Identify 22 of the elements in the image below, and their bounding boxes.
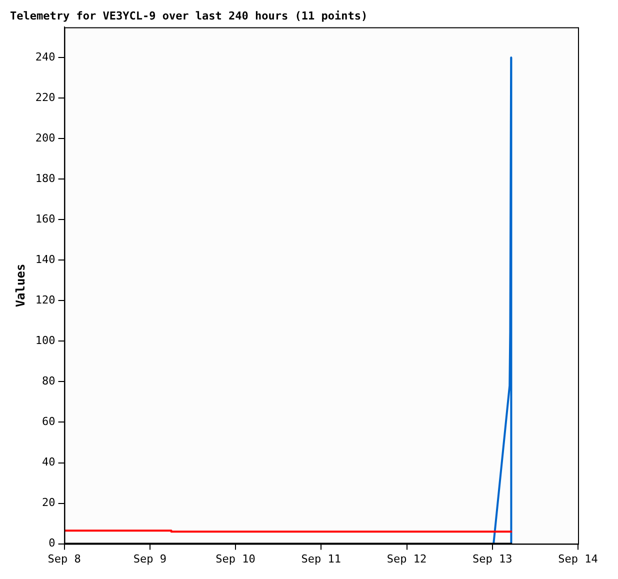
y-tick-label: 60 xyxy=(42,415,56,428)
x-tick-label: Sep 9 xyxy=(133,552,166,566)
x-tick-label: Sep 14 xyxy=(558,552,598,566)
y-tick-label: 120 xyxy=(35,294,56,307)
x-tick-label: Sep 13 xyxy=(472,552,512,566)
y-tick-label: 0 xyxy=(48,536,56,550)
y-tick-label: 220 xyxy=(35,90,56,104)
y-tick-label: 200 xyxy=(35,131,56,144)
y-tick-label: 80 xyxy=(42,374,56,388)
chart-title: Telemetry for VE3YCL-9 over last 240 hours (11 points) xyxy=(10,9,368,22)
y-tick-label: 40 xyxy=(42,456,56,469)
y-tick-label: 160 xyxy=(35,212,56,226)
y-tick-label: 20 xyxy=(42,496,56,510)
y-tick-label: 100 xyxy=(35,334,56,348)
y-tick-label: 240 xyxy=(35,50,56,64)
y-tick-label: 140 xyxy=(35,253,56,266)
x-tick-label: Sep 8 xyxy=(48,552,81,566)
y-axis-title: Values xyxy=(13,264,28,308)
y-tick-label: 180 xyxy=(35,172,56,185)
x-tick-label: Sep 11 xyxy=(301,552,342,566)
x-tick-label: Sep 12 xyxy=(386,552,427,566)
x-tick-label: Sep 10 xyxy=(216,552,256,566)
